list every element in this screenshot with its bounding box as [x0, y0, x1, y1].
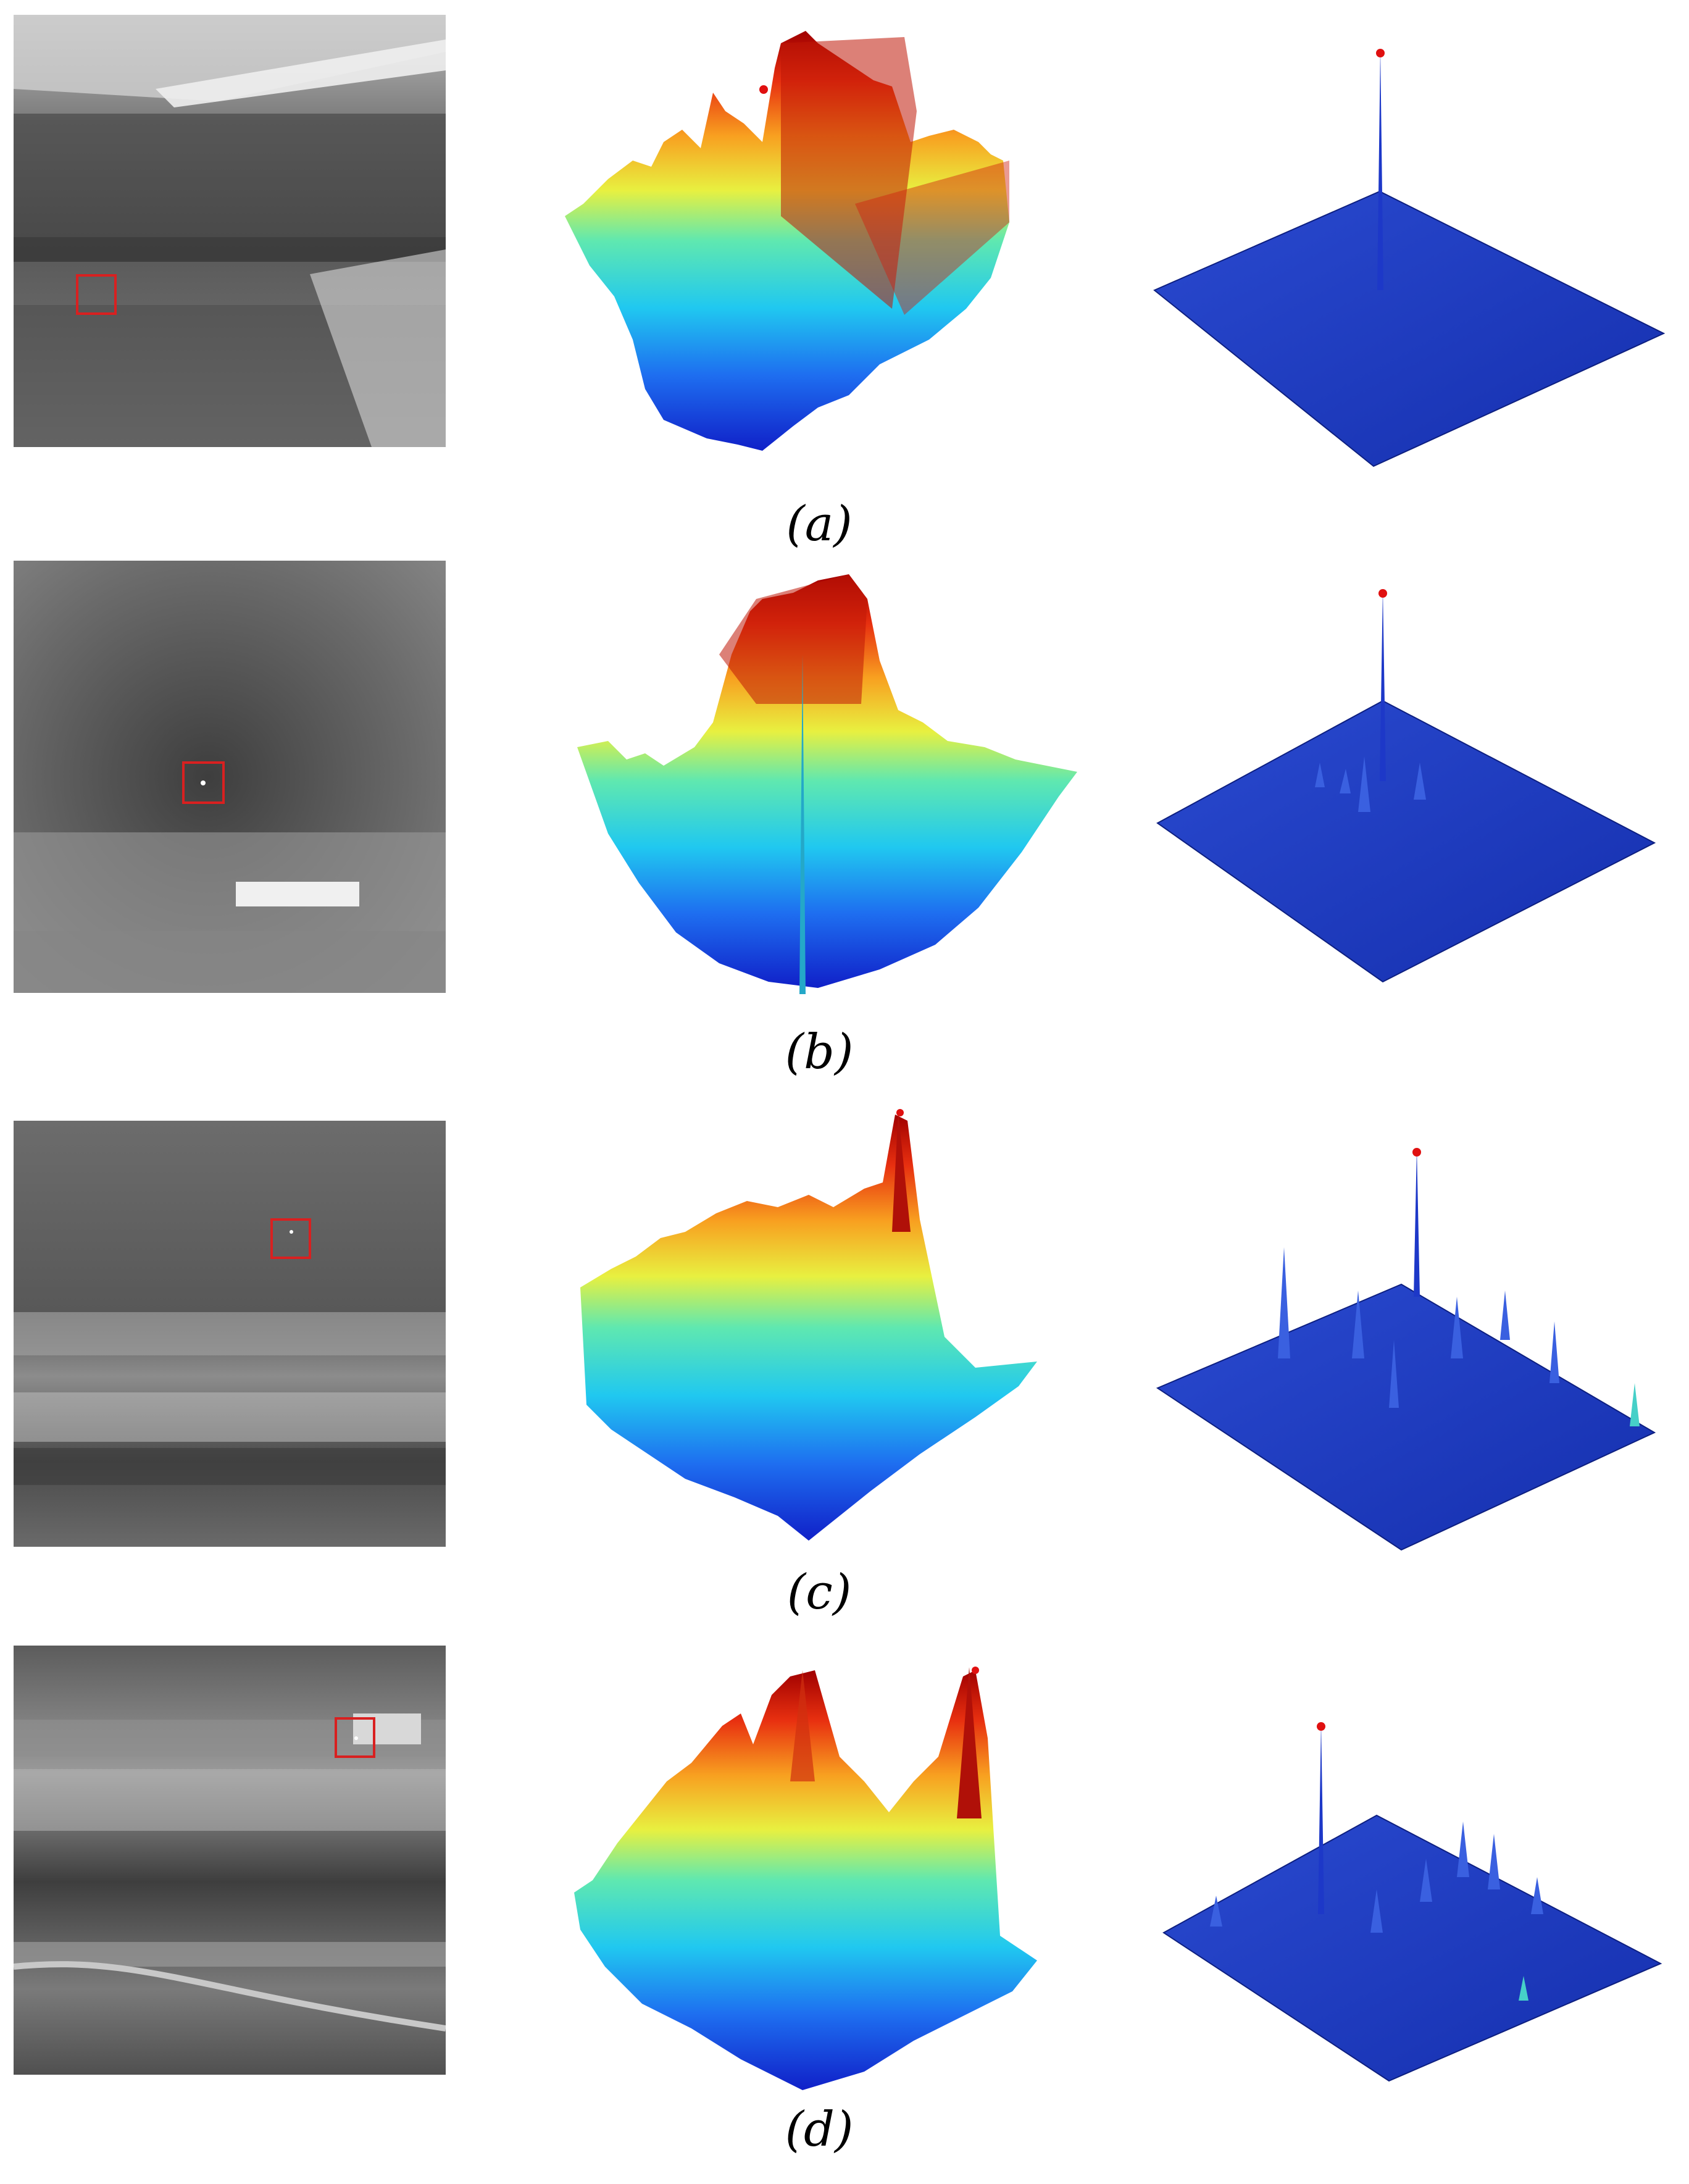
- caption-d: (d): [785, 2102, 854, 2157]
- response-map-b: [1154, 577, 1661, 997]
- peak-marker: [972, 1667, 979, 1674]
- surface-plot-c: [574, 1108, 1043, 1553]
- infrared-image-d: [14, 1646, 446, 2075]
- caption-c: (c): [786, 1565, 852, 1620]
- response-map-a: [1151, 37, 1670, 482]
- target-box: [335, 1717, 375, 1758]
- caption-a: (a): [786, 496, 853, 552]
- surface-plot-a: [559, 19, 1065, 463]
- peak-marker: [1376, 49, 1385, 57]
- infrared-image-c: [14, 1121, 446, 1547]
- peak-marker: [1412, 1148, 1421, 1157]
- caption-b: (b): [785, 1024, 854, 1080]
- response-map-c: [1154, 1136, 1661, 1556]
- peak-marker: [1378, 589, 1387, 598]
- peak-marker: [1317, 1722, 1325, 1731]
- target-box: [76, 274, 117, 315]
- surface-plot-d: [568, 1658, 1049, 2096]
- peak-marker: [896, 1109, 904, 1116]
- response-map-d: [1161, 1692, 1667, 2099]
- surface-plot-b: [571, 562, 1083, 994]
- target-box: [182, 761, 225, 804]
- infrared-image-b: [14, 561, 446, 993]
- peak-marker: [759, 85, 768, 94]
- infrared-image-a: [14, 15, 446, 447]
- target-box: [270, 1218, 311, 1259]
